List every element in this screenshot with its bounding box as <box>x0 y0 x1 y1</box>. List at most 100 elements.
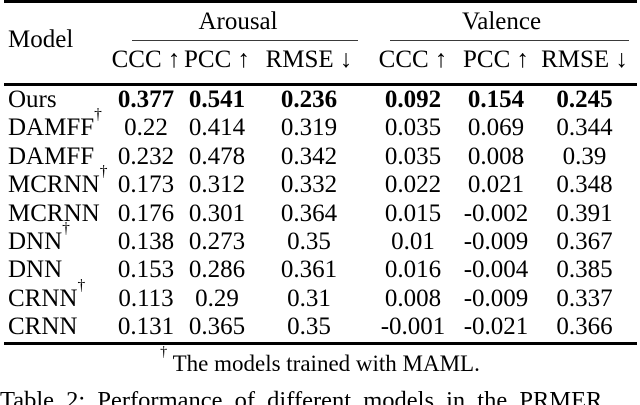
value-cell: 0.391 <box>556 199 613 227</box>
model-name: DNN† <box>4 220 110 256</box>
value-cell: -0.009 <box>463 228 529 256</box>
dagger-marker: † <box>77 276 86 294</box>
value-cell: 0.22 <box>124 114 168 142</box>
col-header-valence-ccc: CCC ↑ <box>378 46 448 73</box>
results-table: Model Arousal Valence CCC ↑ PCC ↑ RMSE ↓… <box>4 0 638 345</box>
table-row: CRNN† 0.113 0.29 0.31 0.008 -0.009 0.337 <box>4 277 637 313</box>
model-label: CRNN <box>8 284 78 312</box>
table-row: DAMFF 0.232 0.478 0.342 0.035 0.008 0.39 <box>4 143 637 171</box>
value-cell: 0.541 <box>188 86 246 113</box>
value-cell: 0.01 <box>391 228 435 256</box>
table-row: MCRNN† 0.173 0.312 0.332 0.022 0.021 0.3… <box>4 164 637 199</box>
model-label: MCRNN <box>8 199 100 227</box>
value-cell: 0.312 <box>188 171 246 199</box>
value-cell: 0.069 <box>467 114 525 142</box>
model-label: DAMFF <box>8 142 95 170</box>
value-cell: -0.002 <box>463 199 529 227</box>
dagger-marker: † <box>94 106 102 124</box>
value-cell: 0.273 <box>188 228 246 256</box>
table-body: Ours 0.377 0.541 0.236 0.092 0.154 0.245… <box>4 85 638 344</box>
value-cell: 0.385 <box>556 256 613 284</box>
value-cell: 0.016 <box>384 256 442 284</box>
value-cell: -0.001 <box>380 313 446 341</box>
value-cell: -0.004 <box>463 256 529 284</box>
value-cell: -0.021 <box>463 313 529 341</box>
value-cell: 0.364 <box>280 199 338 227</box>
value-cell: 0.366 <box>556 313 613 341</box>
value-cell: 0.365 <box>188 313 246 341</box>
table-row: MCRNN 0.176 0.301 0.364 0.015 -0.002 0.3… <box>4 200 637 228</box>
table-row: DNN 0.153 0.286 0.361 0.016 -0.004 0.385 <box>4 256 637 284</box>
value-cell: 0.021 <box>467 171 525 199</box>
model-label: Ours <box>8 86 57 113</box>
metric-header-row: CCC ↑ PCC ↑ RMSE ↓ CCC ↑ PCC ↑ RMSE ↓ <box>4 41 637 85</box>
value-cell: 0.319 <box>280 114 338 142</box>
value-cell: 0.478 <box>188 142 246 170</box>
col-header-arousal-ccc: CCC ↑ <box>111 46 181 73</box>
value-cell: 0.232 <box>117 142 175 170</box>
value-cell: 0.131 <box>117 313 175 341</box>
value-cell: 0.173 <box>117 171 175 199</box>
valence-cmidrule <box>390 40 630 41</box>
table-row: CRNN 0.131 0.365 0.35 -0.001 -0.021 0.36… <box>4 313 637 343</box>
value-cell: 0.35 <box>287 313 331 341</box>
value-cell: 0.236 <box>280 86 338 113</box>
col-header-valence-rmse: RMSE ↓ <box>541 46 628 73</box>
value-cell: 0.035 <box>384 142 442 170</box>
value-cell: 0.022 <box>384 171 442 199</box>
value-cell: 0.367 <box>556 228 613 256</box>
value-cell: 0.138 <box>117 228 175 256</box>
value-cell: 0.008 <box>384 284 442 312</box>
model-label: CRNN <box>8 313 78 341</box>
col-header-valence-pcc: PCC ↑ <box>463 46 530 73</box>
model-name: DAMFF <box>4 143 110 171</box>
value-cell: 0.035 <box>384 114 442 142</box>
arousal-cmidrule <box>132 40 359 41</box>
table-row: DNN† 0.138 0.273 0.35 0.01 -0.009 0.367 <box>4 220 637 256</box>
table-row: DAMFF† 0.22 0.414 0.319 0.035 0.069 0.34… <box>4 107 637 142</box>
value-cell: 0.377 <box>117 86 175 113</box>
dagger-marker: † <box>160 344 168 361</box>
value-cell: 0.176 <box>117 199 175 227</box>
model-name: MCRNN <box>4 200 110 228</box>
group-header-row: Model Arousal Valence <box>4 2 637 53</box>
value-cell: 0.092 <box>384 86 442 113</box>
value-cell: 0.29 <box>195 284 239 312</box>
model-label: MCRNN <box>8 171 100 199</box>
model-column-header: Model <box>8 26 74 53</box>
valence-group-header: Valence <box>366 2 637 41</box>
valence-group-label: Valence <box>461 8 542 35</box>
dagger-marker: † <box>62 219 70 237</box>
value-cell: 0.342 <box>280 142 338 170</box>
model-label: DNN <box>8 256 63 284</box>
model-name: DNN <box>4 256 110 284</box>
value-cell: 0.301 <box>188 199 246 227</box>
value-cell: 0.153 <box>117 256 175 284</box>
dagger-marker: † <box>99 162 108 180</box>
table-header: Model Arousal Valence CCC ↑ PCC ↑ RMSE ↓… <box>4 2 638 85</box>
model-label: DNN <box>8 228 63 256</box>
col-header-arousal-pcc: PCC ↑ <box>183 46 250 73</box>
value-cell: 0.39 <box>562 142 607 170</box>
model-name: CRNN† <box>4 277 110 313</box>
value-cell: 0.008 <box>467 142 525 170</box>
arousal-group-header: Arousal <box>110 2 366 41</box>
value-cell: 0.344 <box>556 114 613 142</box>
value-cell: 0.015 <box>384 199 442 227</box>
model-name: Ours <box>4 85 110 115</box>
value-cell: 0.154 <box>467 86 525 113</box>
value-cell: 0.286 <box>188 256 246 284</box>
value-cell: 0.361 <box>280 256 338 284</box>
model-name: MCRNN† <box>4 164 110 199</box>
value-cell: 0.337 <box>556 284 613 312</box>
value-cell: 0.31 <box>287 284 331 312</box>
value-cell: 0.332 <box>280 171 338 199</box>
value-cell: 0.245 <box>556 86 613 113</box>
table-row: Ours 0.377 0.541 0.236 0.092 0.154 0.245 <box>4 85 637 115</box>
model-name: DAMFF† <box>4 107 110 142</box>
model-label: DAMFF <box>8 114 95 142</box>
value-cell: 0.348 <box>556 171 613 199</box>
value-cell: 0.414 <box>188 114 246 142</box>
arousal-group-label: Arousal <box>198 8 278 35</box>
